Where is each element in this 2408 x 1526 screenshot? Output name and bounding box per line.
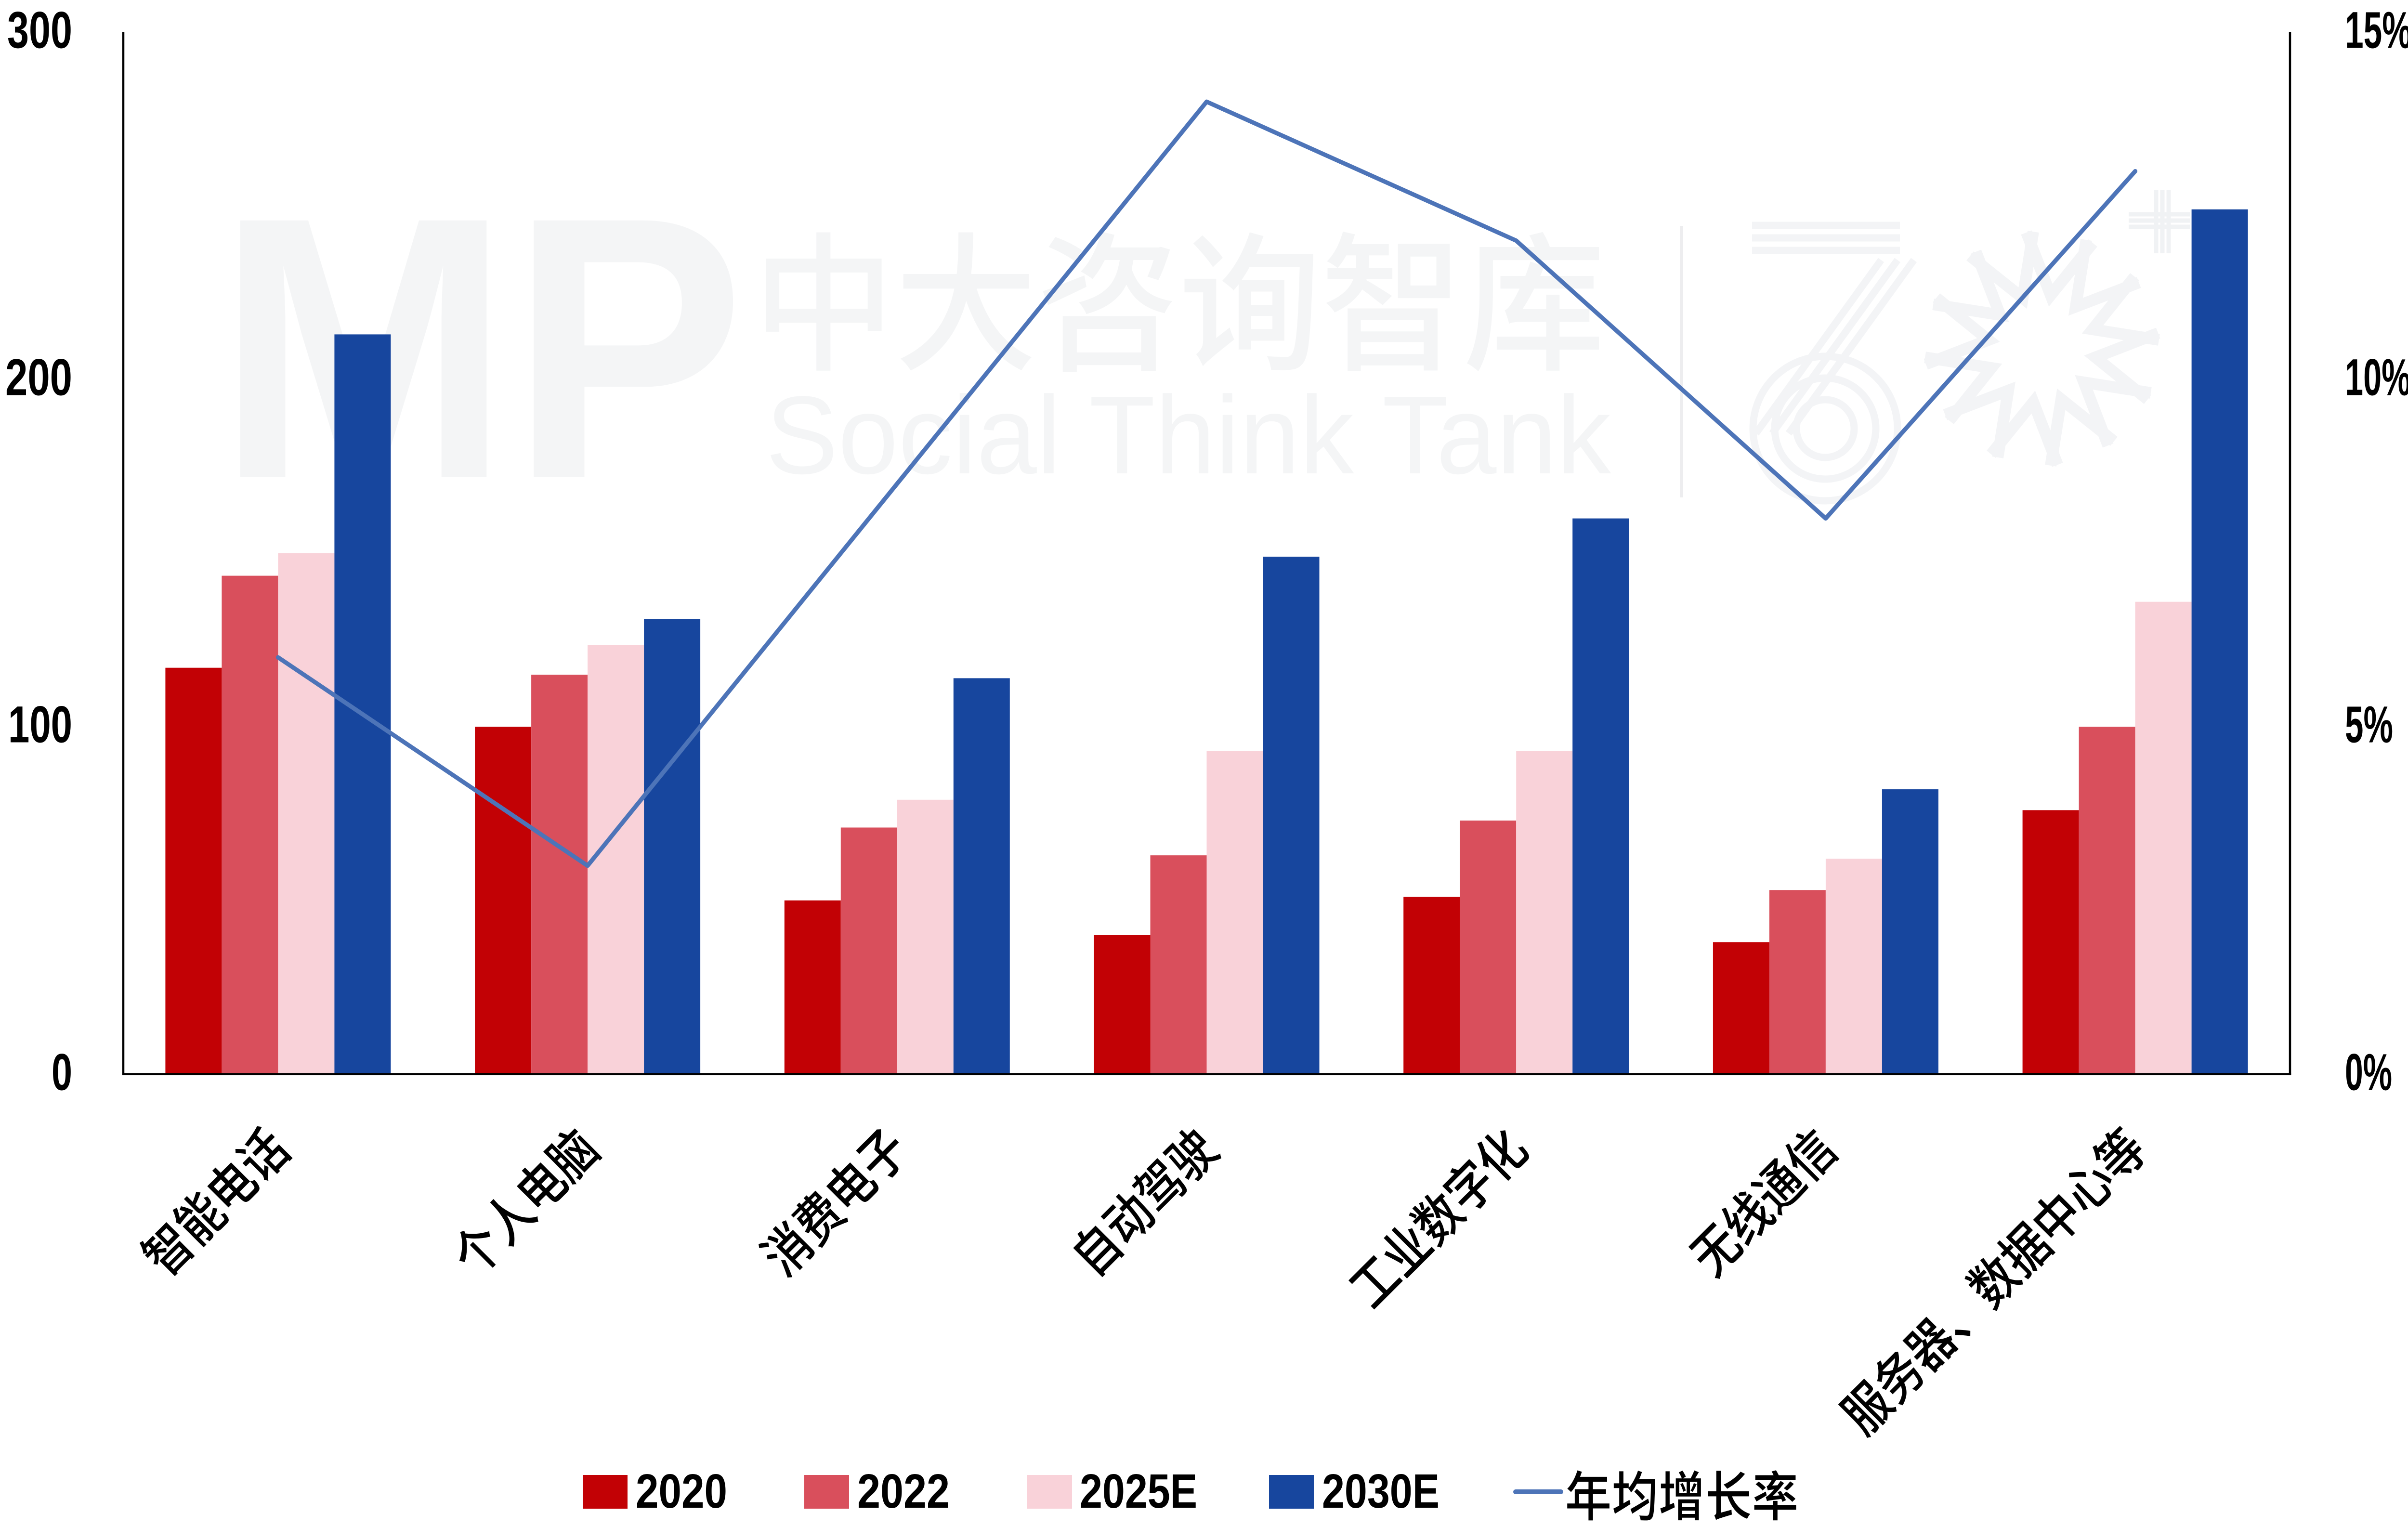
svg-text:2030E: 2030E: [1322, 1464, 1440, 1518]
svg-text:10%: 10%: [2345, 348, 2408, 406]
svg-text:5%: 5%: [2345, 695, 2393, 754]
svg-text:0%: 0%: [2345, 1043, 2392, 1101]
svg-text:Social Think Tank: Social Think Tank: [766, 373, 1611, 497]
svg-text:100: 100: [8, 695, 72, 754]
svg-text:200: 200: [5, 348, 72, 406]
svg-text:300: 300: [7, 1, 72, 59]
svg-text:15%: 15%: [2345, 1, 2408, 59]
svg-text:2020: 2020: [636, 1464, 727, 1518]
svg-text:2022: 2022: [857, 1464, 950, 1518]
svg-text:2025E: 2025E: [1080, 1464, 1197, 1518]
svg-text:MP: MP: [217, 140, 745, 557]
svg-text:0: 0: [52, 1043, 72, 1101]
